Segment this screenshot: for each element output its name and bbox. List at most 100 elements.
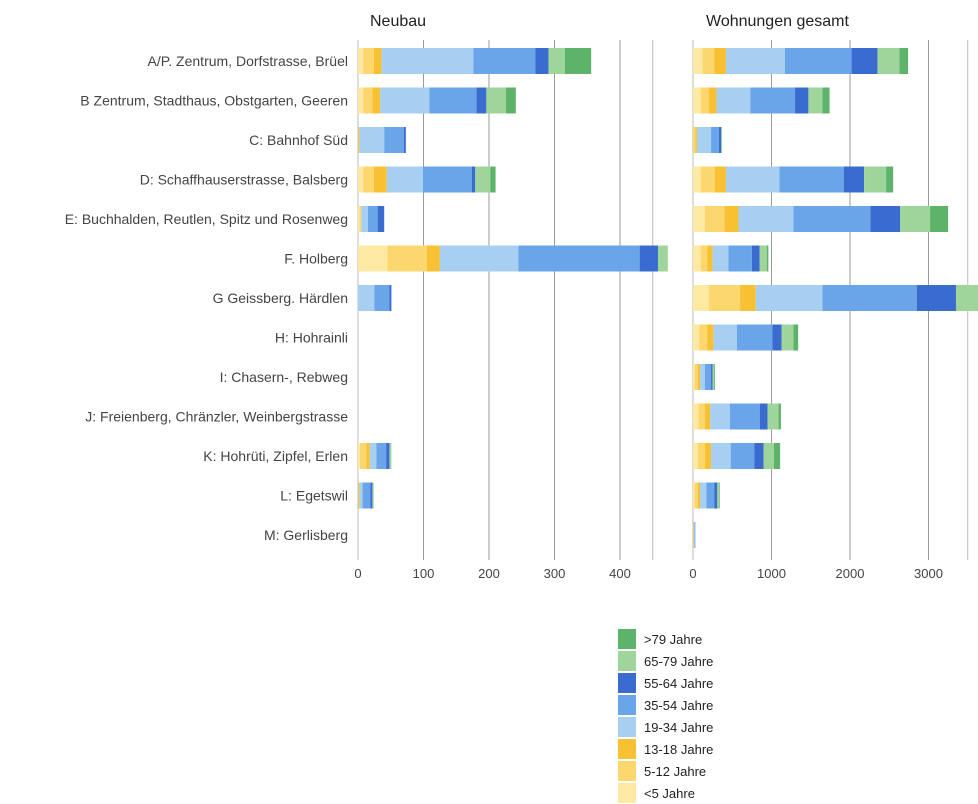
bar-segment-panel0-row6-35-54-jahre <box>374 285 390 311</box>
bar-segment-panel1-row5-35-54-jahre <box>728 245 752 272</box>
legend-item: >79 Jahre <box>618 628 713 650</box>
tick-label-panel0-100: 100 <box>413 566 435 581</box>
bar-segment-panel1-row8-5-12-jahre <box>694 364 698 390</box>
bar-segment-panel0-row3-5-12-jahre <box>363 166 374 193</box>
bar-segment-panel1-row11--5-jahre <box>693 482 695 509</box>
bar-segment-panel1-row0-65-79-jahre <box>877 48 900 74</box>
bar-segment-panel1-row1-65-79-jahre <box>808 87 823 114</box>
bar-segment-panel0-row0-65-79-jahre <box>548 48 565 74</box>
bar-segment-panel1-row6--5-jahre <box>693 285 709 311</box>
bar-segment-panel1-row2-13-18-jahre <box>695 127 697 153</box>
category-label-8: I: Chasern-, Rebweg <box>220 369 348 385</box>
bar-segment-panel1-row1--79-jahre <box>822 87 830 114</box>
bar-segment-panel1-row5-19-34-jahre <box>712 245 729 272</box>
panel-title-wohnungen: Wohnungen gesamt <box>706 13 849 30</box>
bar-segment-panel0-row10--5-jahre <box>358 443 360 469</box>
legend-swatch <box>618 717 636 737</box>
bar-segment-panel1-row9-13-18-jahre <box>704 403 711 430</box>
bar-segment-panel0-row10-19-34-jahre <box>369 443 377 469</box>
bar-segment-panel1-row8-65-79-jahre <box>712 364 715 390</box>
bar-segment-panel1-row9-65-79-jahre <box>767 403 779 430</box>
bar-segment-panel1-row2-35-54-jahre <box>711 127 719 153</box>
bar-segment-panel0-row10-13-18-jahre <box>366 443 370 469</box>
bar-segment-panel1-row9-55-64-jahre <box>759 403 768 430</box>
bar-segment-panel0-row0-19-34-jahre <box>381 48 474 74</box>
bar-segment-panel1-row9-19-34-jahre <box>710 403 730 430</box>
legend-swatch <box>618 783 636 803</box>
bar-segment-panel1-row12-13-18-jahre <box>693 522 694 548</box>
bar-segment-panel1-row8-13-18-jahre <box>697 364 701 390</box>
category-label-4: E: Buchhalden, Reutlen, Spitz und Rosenw… <box>65 211 348 227</box>
bar-segment-panel0-row5-19-34-jahre <box>439 245 519 272</box>
bar-segment-panel1-row7-35-54-jahre <box>736 324 773 351</box>
bar-segment-panel1-row3-5-12-jahre <box>700 166 715 193</box>
tick-label-panel0-200: 200 <box>478 566 500 581</box>
bar-segment-panel1-row11-5-12-jahre <box>694 482 698 509</box>
bar-segment-panel1-row0-55-64-jahre <box>851 48 878 74</box>
bar-segment-panel1-row9-5-12-jahre <box>698 403 705 430</box>
category-label-6: G Geissberg. Härdlen <box>213 290 348 306</box>
bar-segment-panel1-row6-55-64-jahre <box>916 285 956 311</box>
legend-swatch <box>618 651 636 671</box>
legend-label: 65-79 Jahre <box>644 653 714 669</box>
bar-segment-panel0-row5-5-12-jahre <box>387 245 427 272</box>
bar-segment-panel0-row1-13-18-jahre <box>372 87 381 114</box>
bar-segment-panel1-row3--5-jahre <box>693 166 701 193</box>
bar-segment-panel1-row4-65-79-jahre <box>900 206 931 232</box>
bar-segment-panel1-row8--5-jahre <box>693 364 695 390</box>
bar-segment-panel1-row8--79-jahre <box>714 364 715 390</box>
legend-label: 13-18 Jahre <box>644 741 714 757</box>
bar-segment-panel1-row0--79-jahre <box>899 48 909 74</box>
bar-segment-panel1-row9--5-jahre <box>693 403 699 430</box>
bar-segment-panel1-row8-55-64-jahre <box>711 364 713 390</box>
bar-segment-panel1-row11-35-54-jahre <box>706 482 715 509</box>
legend-item: 19-34 Jahre <box>618 716 713 738</box>
category-label-2: C: Bahnhof Süd <box>249 132 348 148</box>
bar-segment-panel1-row8-19-34-jahre <box>700 364 705 390</box>
bar-segment-panel0-row5-65-79-jahre <box>657 245 668 272</box>
bar-segment-panel1-row6-35-54-jahre <box>822 285 917 311</box>
bar-segment-panel1-row2-55-64-jahre <box>718 127 722 153</box>
bar-segment-panel0-row4-35-54-jahre <box>367 206 378 232</box>
bar-segment-panel1-row7--5-jahre <box>693 324 700 351</box>
bar-segment-panel0-row1-55-64-jahre <box>476 87 487 114</box>
bar-segment-panel0-row11-19-34-jahre <box>359 482 363 509</box>
bar-segment-panel0-row2-13-18-jahre <box>358 127 360 153</box>
category-label-7: H: Hohrainli <box>275 330 348 346</box>
axis-layer: 0 100 200 300 400 0 1000 2000 3000 <box>354 566 943 581</box>
tick-label-panel1-0: 0 <box>689 566 696 581</box>
bar-segment-panel1-row1-5-12-jahre <box>700 87 709 114</box>
bar-segment-panel0-row4-5-12-jahre <box>359 206 362 232</box>
bar-segment-panel0-row11-13-18-jahre <box>358 482 360 509</box>
tick-label-panel1-1000: 1000 <box>757 566 786 581</box>
bar-segment-panel1-row9--79-jahre <box>778 403 781 430</box>
bar-segment-panel1-row5-13-18-jahre <box>707 245 713 272</box>
bars-layer <box>358 48 978 548</box>
bar-segment-panel1-row12-19-34-jahre <box>693 522 695 548</box>
legend-label: <5 Jahre <box>644 785 695 801</box>
bar-segment-panel1-row2-19-34-jahre <box>696 127 712 153</box>
bar-segment-panel1-row10--5-jahre <box>693 443 698 469</box>
bar-segment-panel1-row1-35-54-jahre <box>750 87 796 114</box>
legend-label: >79 Jahre <box>644 631 703 647</box>
bar-segment-panel0-row2-19-34-jahre <box>359 127 385 153</box>
legend-label: 35-54 Jahre <box>644 697 714 713</box>
bar-segment-panel0-row1-5-12-jahre <box>363 87 373 114</box>
bar-segment-panel1-row7-55-64-jahre <box>772 324 782 351</box>
bar-segment-panel0-row10-35-54-jahre <box>376 443 387 469</box>
category-label-12: M: Gerlisberg <box>264 527 348 543</box>
bar-segment-panel1-row7-5-12-jahre <box>699 324 708 351</box>
bar-segment-panel1-row5--79-jahre <box>766 245 769 272</box>
tick-label-panel0-400: 400 <box>609 566 631 581</box>
bar-segment-panel1-row2-65-79-jahre <box>721 127 723 153</box>
bar-segment-panel1-row2-5-12-jahre <box>693 127 696 153</box>
bar-segment-panel1-row10-5-12-jahre <box>697 443 705 469</box>
bar-segment-panel0-row6-55-64-jahre <box>389 285 392 311</box>
bar-segment-panel1-row4-5-12-jahre <box>704 206 725 232</box>
bar-segment-panel1-row0-35-54-jahre <box>784 48 852 74</box>
legend-label: 5-12 Jahre <box>644 763 707 779</box>
bar-segment-panel1-row3--79-jahre <box>886 166 894 193</box>
tick-label-panel1-3000: 3000 <box>914 566 943 581</box>
bar-segment-panel1-row4-35-54-jahre <box>793 206 871 232</box>
